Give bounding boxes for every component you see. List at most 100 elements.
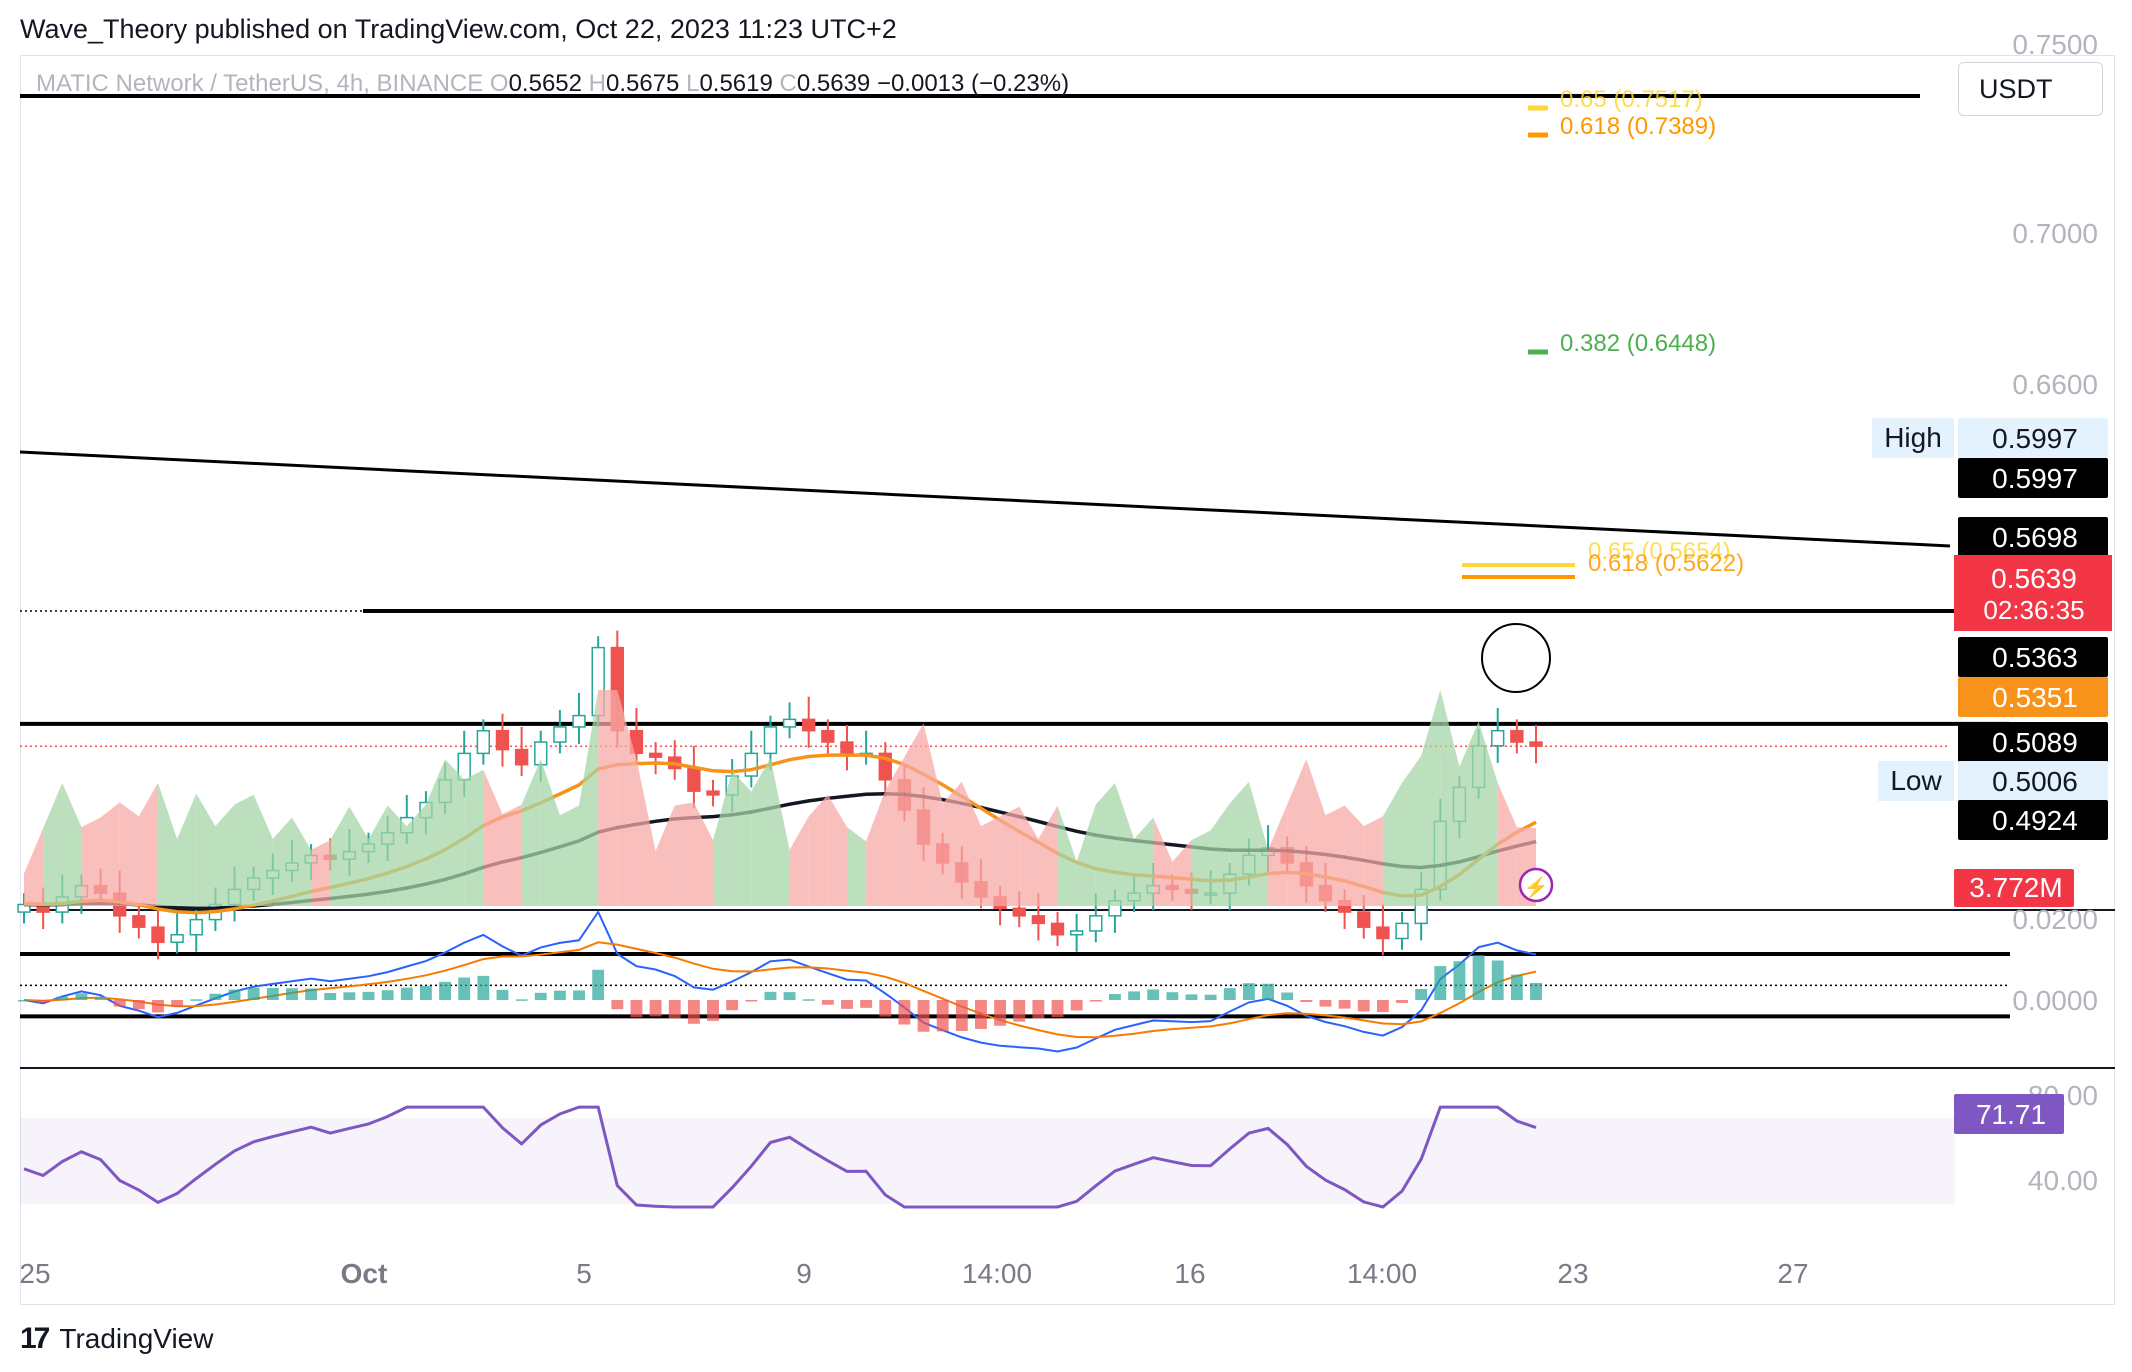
volume-bar xyxy=(1478,721,1498,906)
tradingview-logo-icon: 17 xyxy=(20,1322,50,1355)
lightning-icon xyxy=(1518,867,1554,903)
candle-body xyxy=(1089,915,1103,932)
macd-histogram-bar xyxy=(898,1000,911,1025)
macd-histogram-bar xyxy=(745,1000,758,1002)
volume-bar xyxy=(502,804,522,906)
currency-unit-button[interactable]: USDT xyxy=(1958,62,2103,116)
volume-bar xyxy=(1191,830,1211,906)
symbol-legend: MATIC Network / TetherUS, 4h, BINANCE O0… xyxy=(36,70,1069,98)
volume-bar xyxy=(904,723,924,906)
tradingview-logo[interactable]: 17 TradingView xyxy=(20,1322,213,1356)
macd-histogram-bar xyxy=(419,985,432,1000)
support-low-badge-bg xyxy=(1958,800,2108,840)
volume-bar xyxy=(81,817,101,906)
macd-histogram-bar xyxy=(1147,989,1160,1000)
macd-histogram-bar xyxy=(764,991,777,1000)
candle-body xyxy=(553,726,567,743)
macd-histogram-bar xyxy=(668,1000,681,1019)
time-axis-tick: 9 xyxy=(796,1258,812,1289)
macd-histogram-bar xyxy=(1472,955,1485,1000)
volume-bar xyxy=(157,782,178,906)
macd-histogram-bar xyxy=(726,1000,739,1011)
volume-bar xyxy=(1363,816,1383,906)
legend-change: −0.0013 (−0.23%) xyxy=(876,70,1070,97)
ema200-badge-bg xyxy=(1958,637,2108,677)
macd-histogram-bar xyxy=(707,1000,719,1021)
macd-histogram-bar xyxy=(228,989,241,1000)
macd-histogram-bar xyxy=(879,1000,892,1017)
macd-histogram-bar xyxy=(573,990,585,1000)
publisher-line: Wave_Theory published on TradingView.com… xyxy=(20,14,897,44)
volume-bar xyxy=(43,782,63,906)
volume-bar xyxy=(425,759,446,906)
macd-histogram-bar xyxy=(1032,1000,1045,1019)
candle-body xyxy=(189,918,203,936)
candle-body xyxy=(1395,922,1409,940)
high-value-badge: 0.5997 xyxy=(1992,423,2078,454)
macd-histogram-bar xyxy=(18,1000,30,1002)
volume-bar xyxy=(1019,806,1039,906)
candle-body xyxy=(1529,741,1543,747)
low-value-badge-bg xyxy=(1958,761,2108,801)
candle-body xyxy=(495,729,510,751)
golden-cross-marker xyxy=(1481,623,1551,693)
legend-high: 0.5675 xyxy=(606,70,680,97)
volume-bar xyxy=(1248,781,1269,906)
macd-histogram-bar xyxy=(1357,1000,1370,1012)
candle-body xyxy=(1510,729,1524,743)
macd-histogram-bar xyxy=(1070,1000,1083,1011)
volume-bar xyxy=(291,817,312,906)
candle-body xyxy=(1491,729,1505,747)
legend-low-label: L xyxy=(686,70,700,97)
rsi-badge-bg xyxy=(1954,1094,2064,1134)
macd-axis-tick: 0.0200 xyxy=(2012,904,2098,935)
time-axis-tick: 14:00 xyxy=(962,1258,1032,1289)
macd-histogram-bar xyxy=(1166,992,1179,1000)
macd-histogram-bar xyxy=(1491,960,1504,1000)
volume-bar xyxy=(540,759,560,906)
volume-bar xyxy=(923,723,943,906)
volume-bar xyxy=(1421,690,1441,906)
macd-histogram-bar xyxy=(1300,1000,1313,1003)
volume-bar xyxy=(1076,804,1096,906)
candle-body xyxy=(744,752,758,777)
rsi-line xyxy=(23,1105,1537,1209)
macd-histogram-bar xyxy=(1051,1000,1064,1018)
candle-body xyxy=(706,790,720,796)
support-badge: 0.5089 xyxy=(1992,727,2078,758)
macd-histogram-bar xyxy=(190,999,203,1001)
macd-histogram-bar xyxy=(1013,1000,1026,1022)
candle-body xyxy=(1031,915,1046,925)
volume-bar xyxy=(119,802,139,906)
bar-countdown: 02:36:35 xyxy=(1983,595,2084,625)
macd-histogram-bar xyxy=(1185,994,1198,1000)
macd-histogram-bar xyxy=(1242,983,1255,1000)
macd-histogram-bar xyxy=(381,990,394,1000)
resistance-high-badge: 0.5997 xyxy=(1992,463,2078,494)
macd-histogram-bar xyxy=(783,992,796,1000)
macd-histogram-bar xyxy=(994,1000,1007,1026)
macd-histogram-bar xyxy=(439,981,451,1000)
legend-open-label: O xyxy=(489,70,509,97)
high-value-badge-bg xyxy=(1958,418,2108,458)
price-axis-tick: 0.7000 xyxy=(2012,218,2098,249)
macd-histogram-bar xyxy=(400,987,413,1000)
macd-histogram-bar xyxy=(171,1000,184,1007)
legend-high-label: H xyxy=(588,70,606,97)
volume-bar xyxy=(636,759,656,906)
volume-bar xyxy=(483,769,503,906)
macd-histogram-bar xyxy=(1089,1000,1102,1002)
macd-histogram-bar xyxy=(75,993,88,1000)
volume-bar xyxy=(521,759,541,906)
volume-bar xyxy=(272,817,292,906)
macd-histogram-bar xyxy=(1376,1000,1389,1013)
candle-body xyxy=(132,915,146,928)
rsi-axis-tick: 40.00 xyxy=(2028,1165,2098,1196)
macd-histogram-bar xyxy=(37,1000,50,1003)
candle-body xyxy=(802,718,816,732)
rsi-badge: 71.71 xyxy=(1976,1099,2046,1130)
volume-bar xyxy=(1134,817,1154,906)
macd-histogram-bar xyxy=(266,987,279,1000)
volume-bar xyxy=(846,827,867,906)
